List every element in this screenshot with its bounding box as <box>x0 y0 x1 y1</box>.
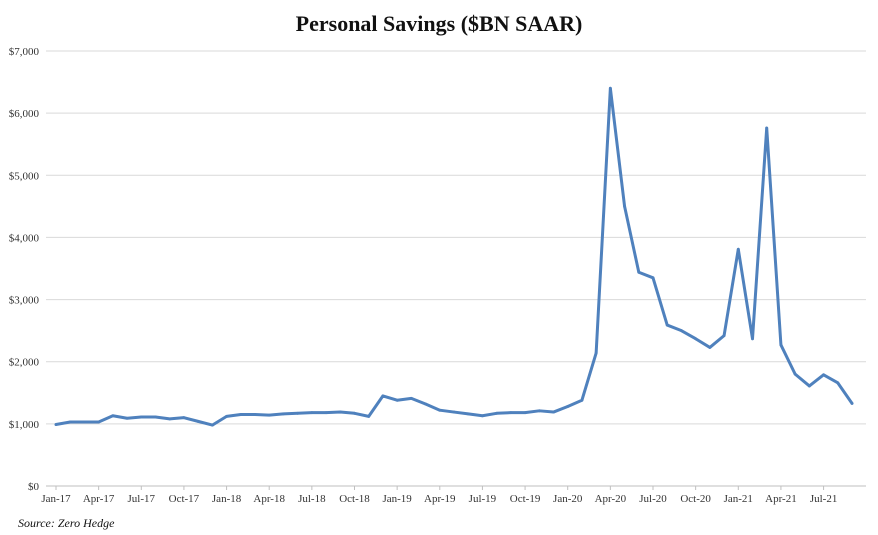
gridlines <box>46 50 866 487</box>
data-point <box>481 414 484 418</box>
y-tick-label: $5,000 <box>9 170 40 182</box>
data-point <box>594 351 598 355</box>
data-point <box>807 384 811 388</box>
x-tick-label: Jul-19 <box>469 493 497 505</box>
data-point <box>125 416 129 420</box>
x-tick-label: Oct-20 <box>680 493 711 505</box>
data-point <box>139 415 143 419</box>
data-point <box>367 415 371 418</box>
data-point <box>296 411 300 415</box>
x-tick-label: Jan-20 <box>553 493 583 505</box>
series-line-personal-savings <box>54 86 854 427</box>
data-point <box>424 402 427 406</box>
y-tick-label: $1,000 <box>9 419 40 431</box>
x-axis-ticks <box>55 486 825 490</box>
data-point <box>580 398 584 402</box>
data-point <box>310 411 314 415</box>
x-tick-label: Jul-18 <box>298 493 326 505</box>
y-tick-label: $3,000 <box>9 295 40 307</box>
x-tick-label: Oct-19 <box>510 493 541 505</box>
data-point <box>623 204 626 208</box>
x-tick-label: Jul-20 <box>639 493 667 505</box>
data-point <box>509 411 513 415</box>
data-point <box>97 420 101 424</box>
x-tick-label: Jul-21 <box>810 493 838 505</box>
data-point <box>395 398 399 402</box>
data-point <box>680 329 683 333</box>
x-tick-label: Oct-18 <box>339 493 370 505</box>
x-tick-label: Apr-21 <box>765 493 797 505</box>
data-point <box>523 411 527 415</box>
data-point <box>324 411 328 415</box>
data-point <box>154 415 157 419</box>
x-tick-label: Apr-17 <box>83 493 115 505</box>
data-point <box>409 396 413 400</box>
data-point <box>267 413 271 417</box>
data-point <box>537 409 541 413</box>
data-point <box>736 247 740 251</box>
data-point <box>381 394 385 398</box>
data-point <box>253 413 257 416</box>
x-tick-label: Oct-17 <box>169 493 200 505</box>
data-point <box>210 423 214 427</box>
data-point <box>452 410 456 414</box>
data-point <box>182 416 186 420</box>
data-point <box>637 270 641 274</box>
data-point <box>751 337 754 341</box>
data-point <box>111 414 115 418</box>
data-point <box>822 373 825 377</box>
x-tick-label: Apr-20 <box>595 493 627 505</box>
data-point <box>665 323 669 327</box>
data-point <box>239 413 243 416</box>
data-point <box>552 410 555 414</box>
data-point <box>495 411 499 415</box>
data-point <box>338 410 342 414</box>
x-tick-label: Jan-17 <box>41 493 71 505</box>
y-tick-label: $7,000 <box>9 46 40 58</box>
source-note: Source: Zero Hedge <box>18 516 115 530</box>
data-point <box>83 420 86 424</box>
data-point <box>850 401 854 405</box>
x-axis-tick-labels: Jan-17 Apr-17 Jul-17 Oct-17 Jan-18 Apr-18 Jul-… <box>41 493 837 505</box>
y-tick-label: $2,000 <box>9 357 40 369</box>
data-point <box>779 343 783 347</box>
data-point <box>722 334 726 338</box>
y-tick-label: $4,000 <box>9 232 40 244</box>
data-point <box>54 423 58 426</box>
data-point <box>651 276 655 280</box>
data-point <box>353 411 356 415</box>
x-tick-label: Apr-19 <box>424 493 456 505</box>
data-point <box>225 415 228 418</box>
data-point <box>466 412 470 416</box>
data-point <box>694 337 698 341</box>
chart-title: Personal Savings ($BN SAAR) <box>296 11 583 36</box>
x-tick-label: Jan-21 <box>724 493 753 505</box>
data-point <box>836 381 840 385</box>
data-point <box>608 86 612 90</box>
y-tick-label: $6,000 <box>9 108 40 120</box>
y-tick-label: $0 <box>28 481 40 493</box>
x-tick-label: Apr-18 <box>253 493 285 505</box>
data-point <box>168 417 172 421</box>
data-point <box>765 126 769 130</box>
y-axis-tick-labels: $0 $1,000 $2,000 $3,000 $4,000 $5,000 $6,000 $7… <box>9 46 40 493</box>
data-point <box>196 419 200 423</box>
data-point <box>438 408 442 412</box>
series-layer <box>54 86 854 427</box>
data-point <box>793 372 797 376</box>
x-tick-label: Jan-19 <box>382 493 412 505</box>
data-point <box>708 346 712 349</box>
data-point <box>282 412 285 416</box>
data-point <box>566 405 570 408</box>
x-tick-label: Jan-18 <box>212 493 242 505</box>
x-tick-label: Jul-17 <box>128 493 156 505</box>
data-point <box>68 420 72 424</box>
